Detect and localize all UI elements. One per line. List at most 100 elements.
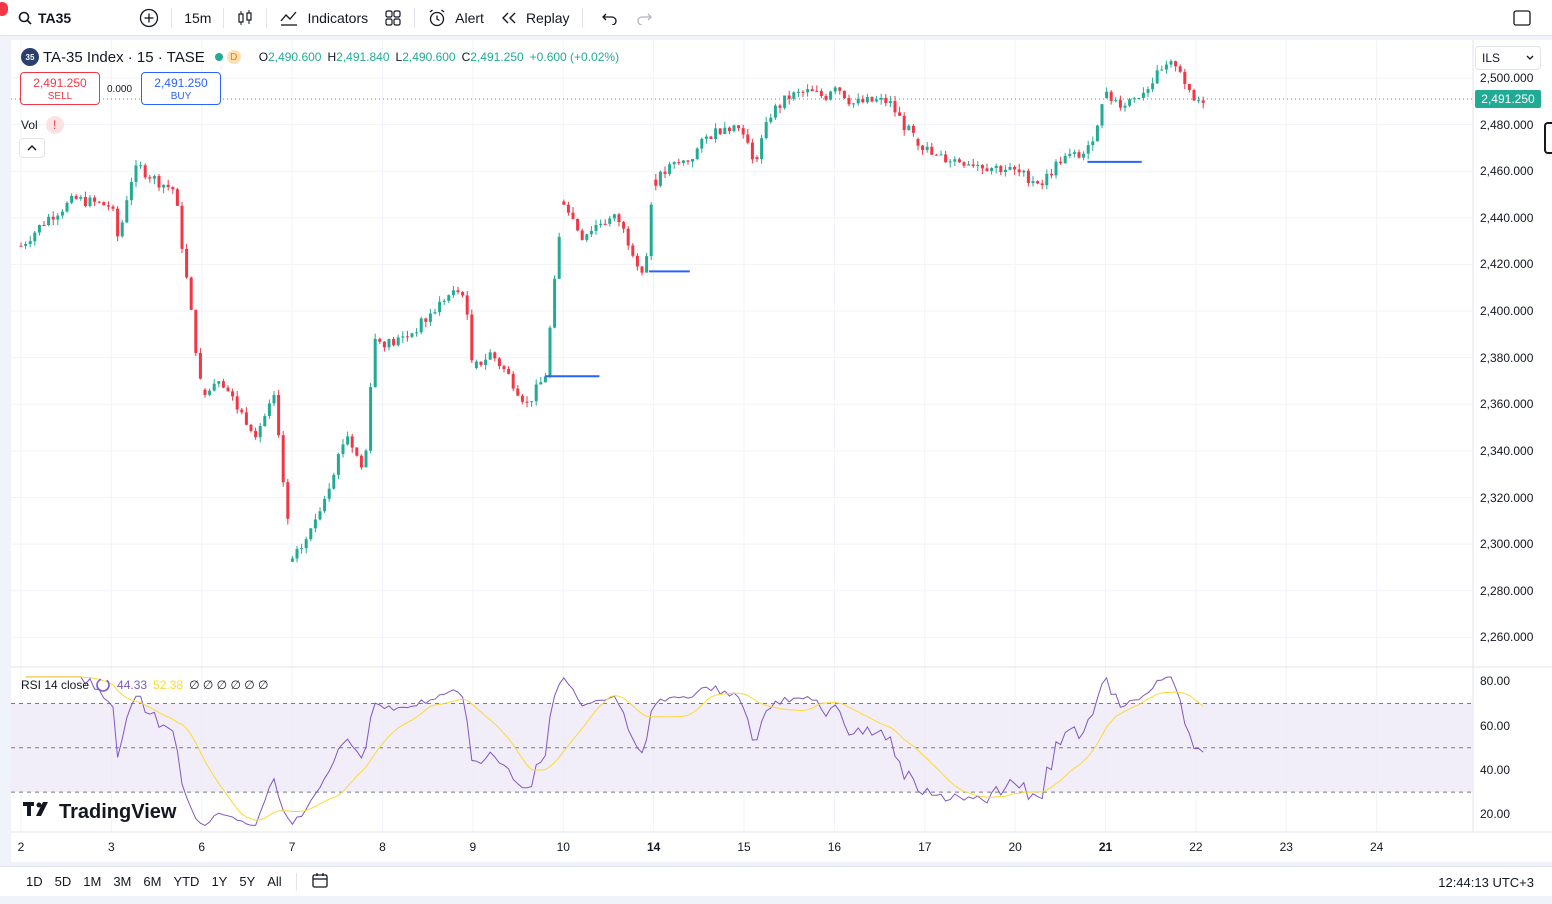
volume-label[interactable]: Vol [21,118,38,132]
candle-body [507,369,511,374]
candle-body [879,97,883,100]
time-tick-label: 8 [379,840,386,854]
range-5y[interactable]: 5Y [239,874,256,889]
candle-body [944,154,948,163]
candle-body [456,290,460,293]
time-tick-label: 21 [1098,840,1113,854]
last-price-tag: 2,491.250 [1475,89,1541,108]
indicators-button[interactable]: Indicators [271,0,376,36]
candle-body [1146,89,1150,93]
chart-area[interactable]: 35 TA-35 Index · 15 · TASE D O 2,490.600 … [11,40,1552,862]
candle-body [1118,100,1122,108]
candle-body [249,424,253,431]
candles-icon [238,9,253,25]
candle-body [295,549,299,559]
price-tick-label: 2,400.000 [1480,304,1534,319]
range-1d[interactable]: 1D [26,874,43,889]
currency-select[interactable]: ILS [1475,46,1541,70]
compare-button[interactable] [131,0,167,36]
candle-body [764,122,768,139]
candle-body [1105,91,1109,99]
sell-button[interactable]: 2,491.250 SELL [20,72,100,105]
time-tick-label: 6 [198,840,206,854]
candle-body [37,224,41,233]
candle-body [645,256,649,273]
undo-icon [601,13,617,25]
candle-body [148,177,152,179]
candle-body [727,127,731,132]
candle-body [1059,161,1063,164]
range-1m[interactable]: 1M [83,874,102,889]
range-6m[interactable]: 6M [143,874,162,889]
candle-body [42,224,46,226]
currency-label: ILS [1482,51,1501,65]
candle-body [654,179,658,186]
candle-body [106,205,110,207]
symbol-logo: 35 [21,48,39,66]
candle-body [116,208,120,237]
range-3m[interactable]: 3M [113,874,132,889]
candle-body [217,381,221,384]
rsi-title[interactable]: RSI 14 close [21,678,90,692]
chart-canvas[interactable] [11,40,1552,862]
redo-button[interactable] [627,0,661,36]
candle-body [1151,83,1155,90]
candle-body [916,138,920,146]
undo-button[interactable] [593,0,627,36]
chart-title[interactable]: TA-35 Index · 15 · TASE [43,48,205,66]
buy-button[interactable]: 2,491.250 BUY [141,72,221,105]
candle-body [410,333,414,337]
candle-body [723,127,727,135]
candle-body [465,295,469,315]
spread-value: 0.000 [107,84,133,95]
candle-body [60,211,64,216]
candle-body [1132,98,1136,100]
alert-button[interactable]: Alert [419,0,492,36]
candle-body [277,394,281,436]
candle-body [65,202,69,212]
candle-body [1201,100,1205,103]
warning-icon[interactable]: ! [45,116,64,134]
candle-body [1077,152,1081,158]
candle-body [203,389,207,395]
candle-body [396,337,400,346]
side-panel-handle[interactable] [1544,122,1552,154]
alarm-clock-icon [429,8,445,26]
date-range-button[interactable] [305,871,335,892]
replay-button[interactable]: Replay [492,0,578,36]
candle-body [543,376,547,383]
collapse-legend-button[interactable] [19,138,45,158]
candle-body [157,176,161,188]
range-1y[interactable]: 1Y [211,874,228,889]
candle-body [511,373,515,389]
candle-body [479,361,483,365]
candle-body [180,205,184,249]
fullscreen-button[interactable] [1504,0,1540,36]
range-ytd[interactable]: YTD [173,874,200,889]
candle-body [626,228,630,246]
timezone-clock[interactable]: 12:44:13 UTC+3 [1438,875,1534,890]
change-value: +0.600 (+0.02%) [529,50,620,64]
brand-label: TradingView [59,800,177,823]
candle-body [737,125,741,129]
candle-body [714,128,718,139]
loading-icon [96,678,110,692]
candle-body [208,390,212,395]
tradingview-logo[interactable]: TradingView [23,800,176,824]
chart-type-button[interactable] [228,0,262,36]
layouts-button[interactable] [376,0,410,36]
candle-body [580,230,584,240]
candle-body [852,103,856,105]
candle-body [750,142,754,160]
range-5d[interactable]: 5D [54,874,72,889]
candle-body [143,165,147,178]
delayed-badge[interactable]: D [226,50,241,64]
candle-body [488,352,492,360]
interval-button[interactable]: 15m [176,0,219,36]
candle-body [971,164,975,166]
range-all[interactable]: All [267,874,282,889]
candle-body [129,182,133,201]
candle-body [70,196,74,203]
symbol-search[interactable]: TA35 [0,0,79,36]
candle-body [332,474,336,489]
